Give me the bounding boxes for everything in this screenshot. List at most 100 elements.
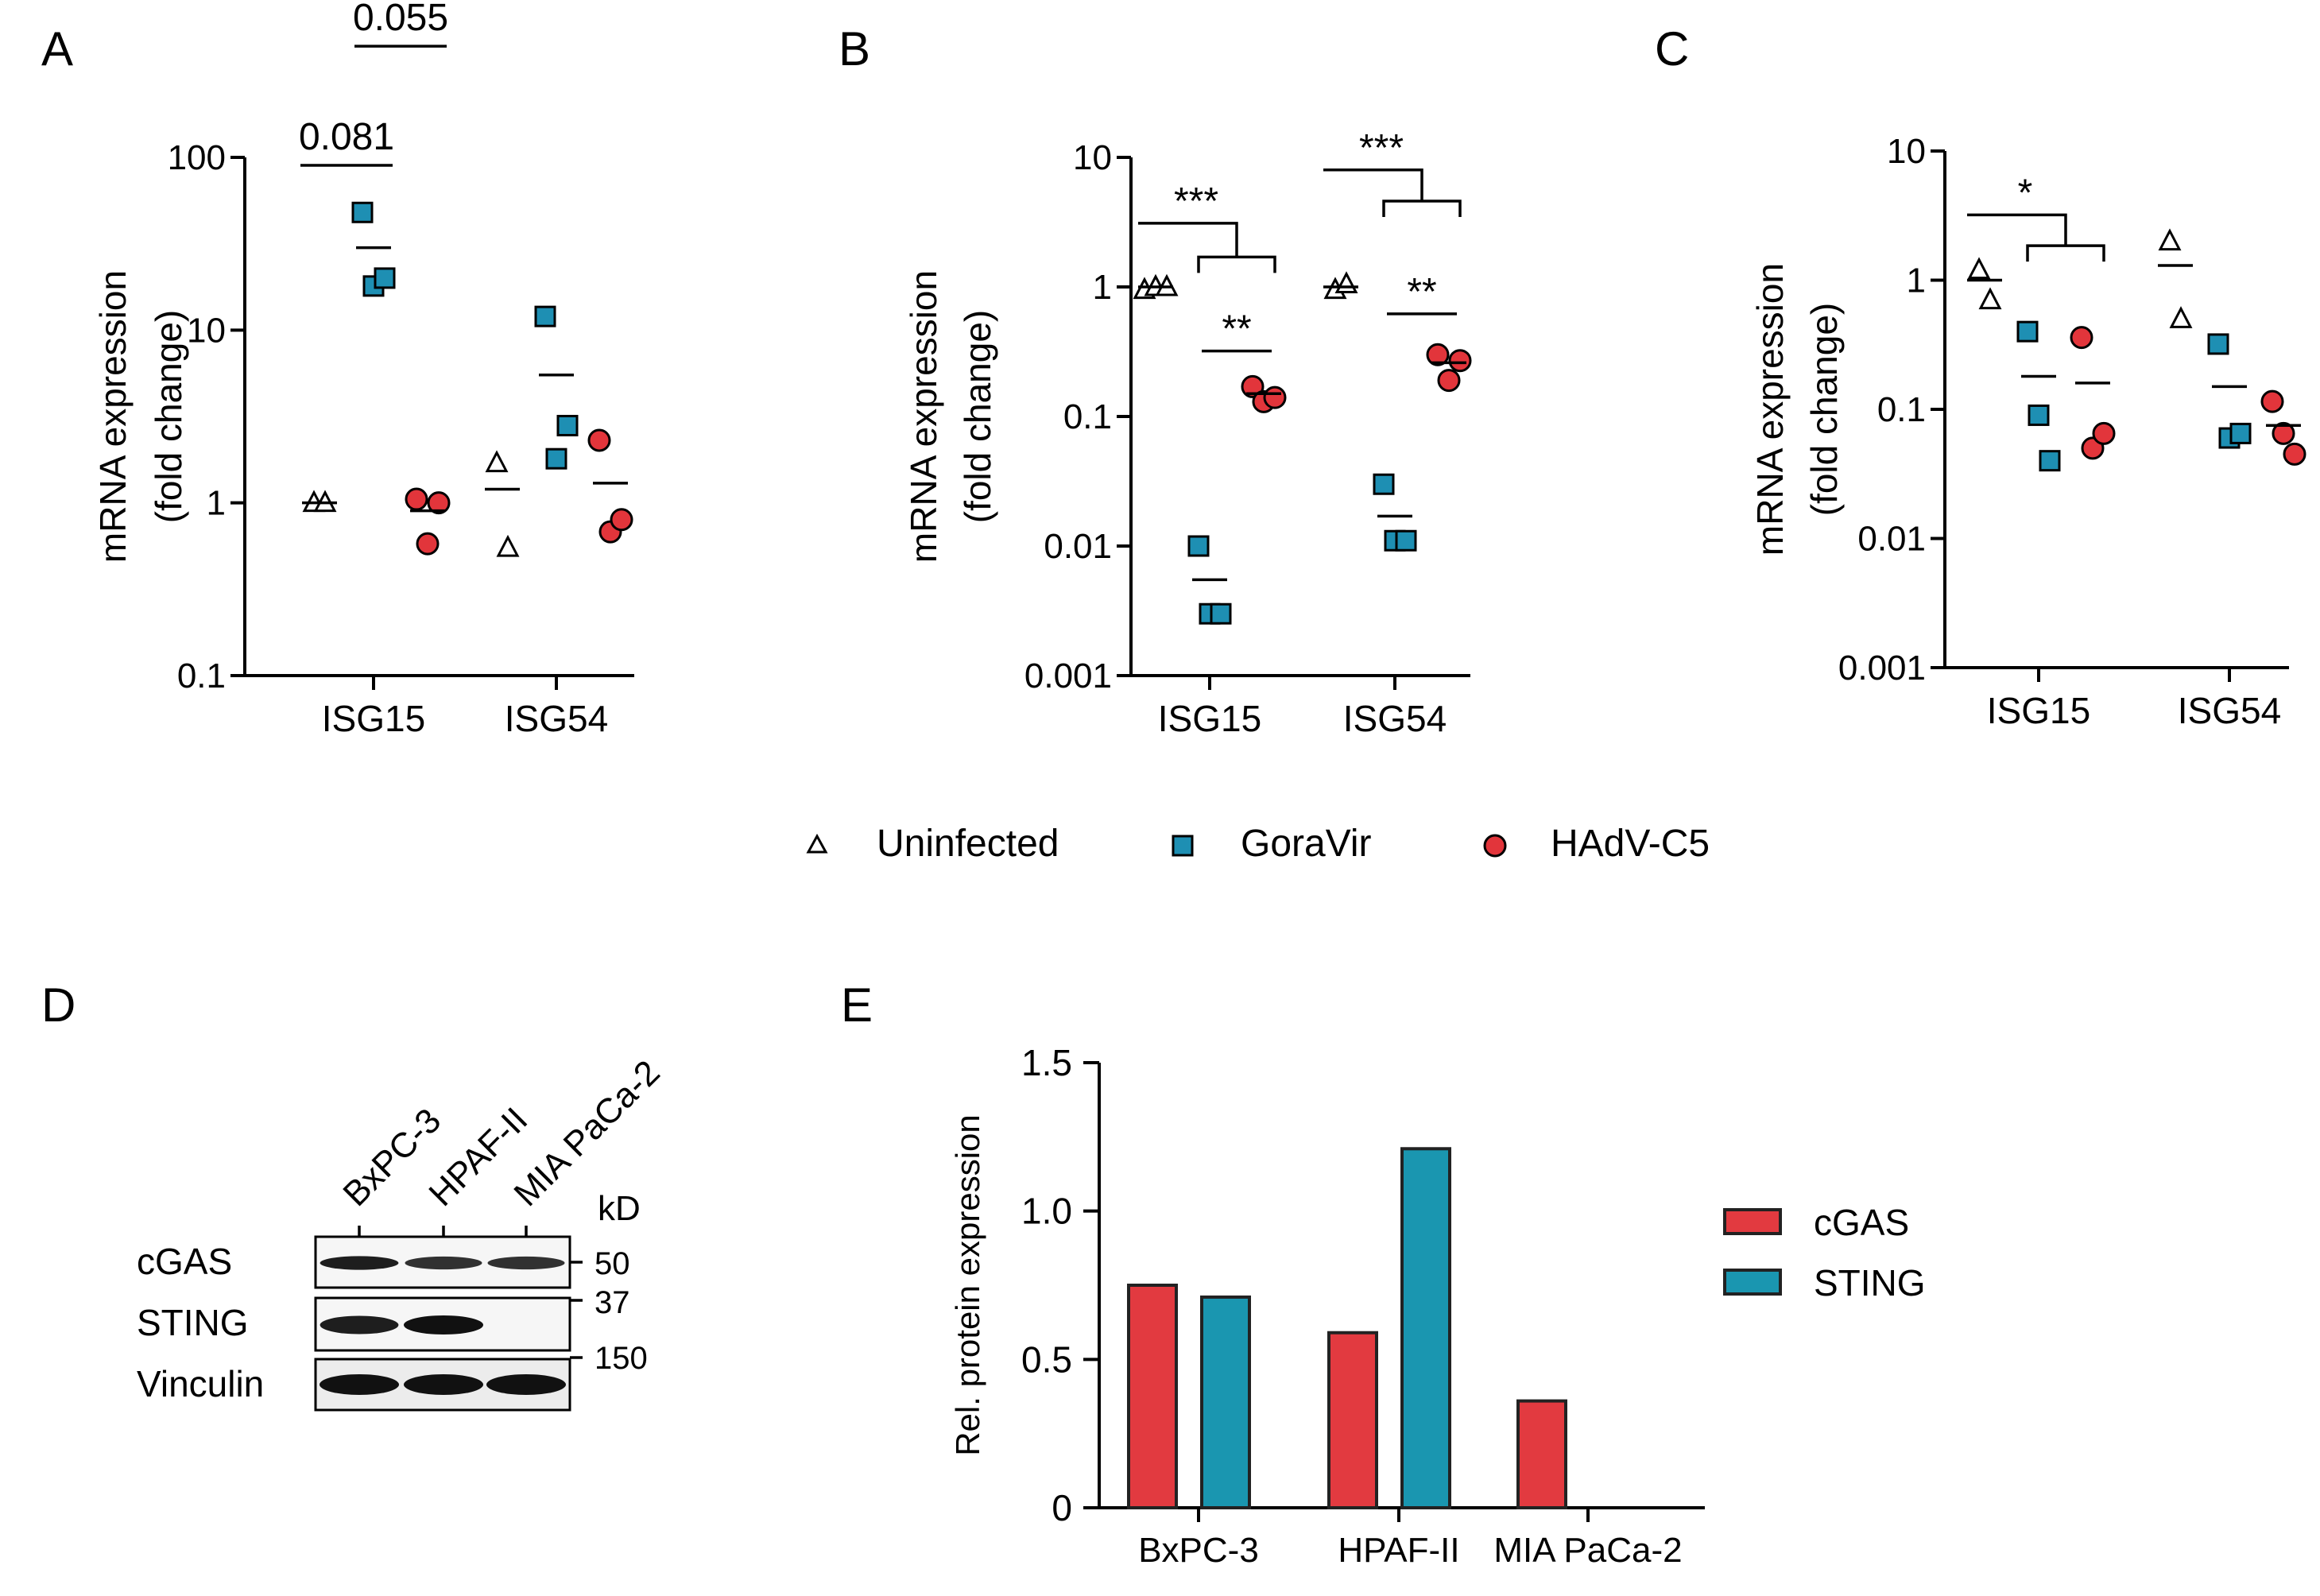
legend-goravir-label: GoraVir <box>1241 823 1372 865</box>
panel-a-chart: 0.1 1 10 100 ISG15 ISG54 mRNA expression (fold … <box>92 0 634 739</box>
significance-label: ** <box>1407 271 1436 313</box>
uninfected-point <box>1967 257 1991 280</box>
y-tick-label: 0.1 <box>1877 390 1926 429</box>
cgas-bar <box>1127 1284 1178 1509</box>
x-tick-label: ISG54 <box>505 698 608 739</box>
significance-label: *** <box>1174 180 1218 223</box>
x-tick-label: ISG15 <box>1158 698 1261 739</box>
blot-band <box>404 1374 483 1395</box>
y-tick-label: 0.1 <box>177 657 226 695</box>
blot-unit-label: kD <box>598 1189 641 1228</box>
goravir-point <box>534 305 556 327</box>
blot-bands <box>320 1256 566 1395</box>
goravir-point <box>545 447 567 470</box>
hadv-point <box>405 487 428 511</box>
y-axis-label: (fold change) <box>1803 303 1845 517</box>
y-tick-label: 0.01 <box>1857 520 1926 559</box>
y-tick-label: 100 <box>168 138 226 177</box>
hadv-point <box>1263 385 1287 409</box>
goravir-point <box>351 201 374 223</box>
goravir-point <box>1373 473 1395 495</box>
hadv-point <box>1426 343 1450 366</box>
y-tick-label: 0 <box>1052 1487 1072 1528</box>
goravir-point <box>556 414 579 436</box>
hadv-point <box>2283 442 2306 466</box>
blot-row-label-sting: STING <box>137 1302 249 1343</box>
hadv-point <box>2070 326 2093 350</box>
y-tick-label: 0.001 <box>1838 649 1926 688</box>
cgas-bar <box>1516 1399 1567 1509</box>
blot-band <box>320 1256 399 1270</box>
y-axis-label: (fold change) <box>148 310 189 524</box>
blot-band <box>486 1374 566 1395</box>
marker-150: 150 <box>595 1341 648 1376</box>
goravir-point <box>2028 404 2050 426</box>
pvalue-label: 0.055 <box>353 0 448 39</box>
hadv-point <box>587 428 611 452</box>
significance-bracket <box>1323 169 1423 201</box>
significance-bracket <box>1382 200 1462 217</box>
significance-bracket <box>1138 222 1238 258</box>
blot-lane-label: MIA PaCa-2 <box>506 1053 667 1214</box>
legend-goravir-marker <box>1172 835 1194 857</box>
western-blot: BxPC-3 HPAF-II MIA PaCa-2 kD cGAS STING … <box>137 1053 668 1412</box>
uninfected-point <box>2158 228 2182 251</box>
y-tick-label: 10 <box>1887 132 1926 171</box>
y-axis-label: Rel. protein expression <box>949 1114 986 1456</box>
pvalue-label: 0.081 <box>299 116 394 158</box>
significance-bracket <box>1967 213 2067 246</box>
blot-band <box>320 1374 399 1395</box>
hadv-point <box>1437 369 1461 393</box>
goravir-point <box>1210 602 1232 625</box>
panel-label-c: C <box>1655 22 1689 76</box>
blot-band <box>487 1256 565 1270</box>
blot-row-label-vinculin: Vinculin <box>137 1363 264 1404</box>
panel-label-e: E <box>841 978 873 1032</box>
uninfected-point <box>1978 287 2002 310</box>
legend-swatch <box>1723 1269 1782 1296</box>
y-tick-label: 10 <box>1073 138 1112 177</box>
x-tick-label: HPAF-II <box>1338 1531 1459 1570</box>
y-tick-label: 1 <box>207 484 226 523</box>
blot-band <box>404 1315 483 1335</box>
goravir-point <box>1395 529 1417 552</box>
hadv-point <box>1448 349 1472 373</box>
uninfected-point <box>485 450 509 473</box>
significance-label: *** <box>1359 127 1404 169</box>
y-tick-label: 1.0 <box>1021 1191 1072 1232</box>
blot-row-label-cgas: cGAS <box>137 1241 232 1282</box>
y-axis-label: (fold change) <box>957 310 998 524</box>
blot-band <box>405 1256 482 1270</box>
y-tick-label: 1 <box>1907 261 1926 300</box>
hadv-point <box>2272 421 2295 445</box>
sting-bar <box>1400 1147 1451 1510</box>
y-tick-label: 10 <box>187 311 226 350</box>
y-axis-label: mRNA expression <box>1749 263 1791 556</box>
legend-swatch <box>1723 1208 1782 1235</box>
legend-hadv-label: HAdV-C5 <box>1551 823 1710 865</box>
hadv-point <box>2092 421 2116 445</box>
y-tick-label: 1 <box>1093 268 1112 307</box>
y-tick-label: 0.01 <box>1044 527 1112 566</box>
x-tick-label: MIA PaCa-2 <box>1493 1531 1682 1570</box>
goravir-point <box>2039 450 2061 472</box>
uninfected-point <box>2169 306 2193 328</box>
sting-bar <box>1200 1295 1251 1510</box>
panel-b-chart: 0.001 0.01 0.1 1 10 ISG15 ISG54 mRNA expression… <box>903 127 1472 739</box>
goravir-point <box>2229 422 2252 444</box>
hadv-point <box>610 508 633 532</box>
x-tick-label: BxPC-3 <box>1138 1531 1259 1570</box>
marker-37: 37 <box>595 1285 630 1320</box>
legend-label: STING <box>1814 1262 1926 1304</box>
significance-label: ** <box>1222 308 1251 351</box>
goravir-point <box>2207 333 2229 355</box>
cgas-bar <box>1327 1331 1378 1509</box>
legend-uninfected-label: Uninfected <box>877 823 1059 865</box>
x-tick-label: ISG54 <box>2178 690 2281 731</box>
panel-label-a: A <box>41 22 73 76</box>
goravir-point <box>374 267 396 289</box>
y-axis-label: mRNA expression <box>903 270 944 563</box>
hadv-point <box>427 491 451 515</box>
significance-label: * <box>2018 172 2033 214</box>
